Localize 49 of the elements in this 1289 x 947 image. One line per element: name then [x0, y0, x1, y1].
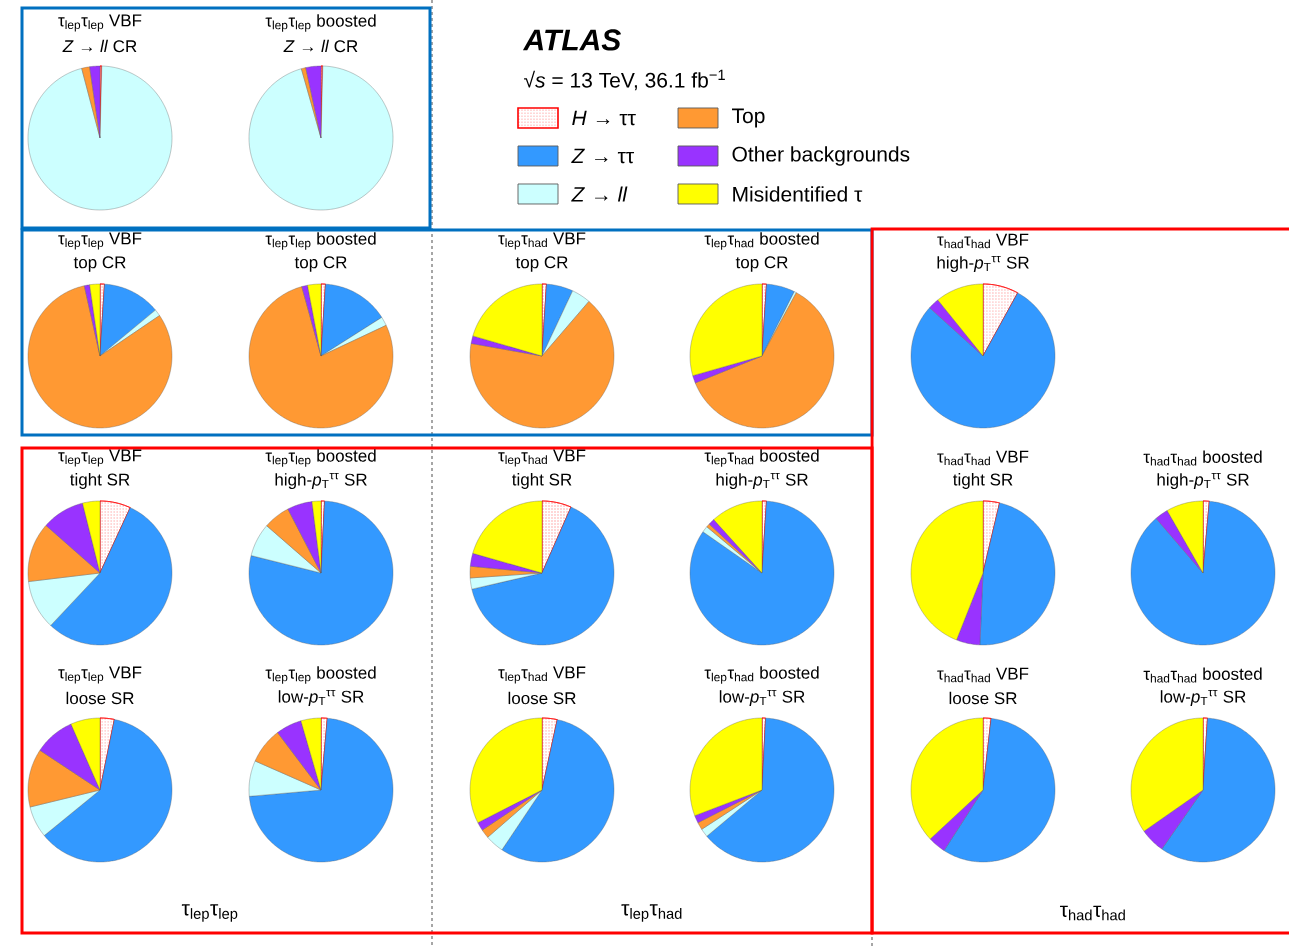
chart-title: τ$_{had}$τ$_{had}$ VBF [937, 233, 1029, 249]
chart-title: τ$_{lep}$τ$_{lep}$ boosted [265, 232, 376, 250]
chart-title: τ$_{lep}$τ$_{had}$ VBF [498, 449, 586, 467]
chart-subtitle: high-p$_{T}$$^{ττ}$ SR [937, 255, 1029, 273]
chart-subtitle: top CR [735, 256, 788, 272]
chart-title: τ$_{lep}$τ$_{lep}$ boosted [265, 449, 376, 467]
text: ATLAS [522, 29, 621, 51]
chart-subtitle: tight SR [70, 473, 130, 489]
legend-label: Top [732, 108, 765, 128]
chart-subtitle: loose SR [66, 691, 134, 705]
chart-subtitle: Z → ll CR [283, 39, 358, 53]
chart-subtitle: tight SR [512, 473, 572, 489]
chart-title: τ$_{lep}$τ$_{lep}$ boosted [265, 666, 376, 684]
chart-title: τ$_{had}$τ$_{had}$ boosted [1143, 667, 1262, 683]
chart-subtitle: tight SR [953, 473, 1013, 489]
chart-title: τ$_{lep}$τ$_{lep}$ VBF [58, 232, 142, 250]
chart-title: τ$_{lep}$τ$_{lep}$ VBF [58, 449, 142, 467]
chart-title: τ$_{had}$τ$_{had}$ boosted [1143, 450, 1262, 466]
legend-label: Z → ττ [571, 148, 635, 164]
chart-subtitle: top CR [515, 256, 568, 272]
legend-label: Misidentified τ [733, 186, 863, 202]
chart-title: τ$_{lep}$τ$_{had}$ boosted [704, 666, 819, 684]
chart-title: τ$_{had}$τ$_{had}$ VBF [937, 450, 1029, 466]
text: τ$_{lep}$τ$_{had}$ [621, 904, 682, 922]
chart-subtitle: Z → ll CR [62, 39, 137, 53]
chart-subtitle: top CR [294, 256, 347, 272]
text: τ$_{lep}$τ$_{lep}$ [181, 904, 238, 922]
chart-subtitle: loose SR [508, 691, 576, 705]
chart-title: τ$_{had}$τ$_{had}$ VBF [937, 667, 1029, 683]
chart-title: τ$_{lep}$τ$_{had}$ boosted [704, 449, 819, 467]
chart-title: τ$_{lep}$τ$_{had}$ VBF [498, 232, 586, 250]
legend-label: H → ττ [572, 110, 636, 126]
chart-subtitle: low-p$_{T}$$^{ττ}$ SR [278, 689, 364, 707]
text: τ$_{had}$τ$_{had}$ [1059, 905, 1125, 921]
chart-subtitle: high-p$_{T}$$^{ττ}$ SR [275, 472, 367, 490]
chart-title: τ$_{lep}$τ$_{had}$ boosted [704, 232, 819, 250]
chart-subtitle: high-p$_{T}$$^{ττ}$ SR [716, 472, 808, 490]
chart-subtitle: low-p$_{T}$$^{ττ}$ SR [1160, 689, 1246, 707]
chart-subtitle: high-p$_{T}$$^{ττ}$ SR [1157, 472, 1249, 490]
legend-label: Other backgrounds [732, 146, 910, 166]
chart-title: τ$_{lep}$τ$_{lep}$ VBF [58, 666, 142, 684]
chart-subtitle: loose SR [949, 691, 1017, 705]
chart-subtitle: low-p$_{T}$$^{ττ}$ SR [719, 689, 805, 707]
chart-title: τ$_{lep}$τ$_{lep}$ VBF [58, 14, 142, 32]
chart-title: τ$_{lep}$τ$_{had}$ VBF [498, 666, 586, 684]
text: √s = 13 TeV, 36.1 fb$^{−1}$ [524, 69, 725, 91]
chart-title: τ$_{lep}$τ$_{lep}$ boosted [265, 14, 376, 32]
chart-subtitle: top CR [73, 256, 126, 272]
legend-label: Z → ll [571, 186, 628, 202]
